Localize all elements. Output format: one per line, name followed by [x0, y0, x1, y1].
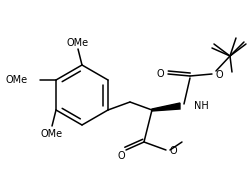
Text: NH: NH [193, 101, 208, 111]
Text: OMe: OMe [67, 38, 89, 48]
Polygon shape [152, 103, 179, 111]
Text: OMe: OMe [6, 75, 28, 85]
Text: O: O [214, 70, 222, 80]
Text: O: O [168, 146, 176, 156]
Text: O: O [156, 69, 163, 79]
Text: OMe: OMe [41, 129, 63, 139]
Text: O: O [117, 151, 124, 161]
